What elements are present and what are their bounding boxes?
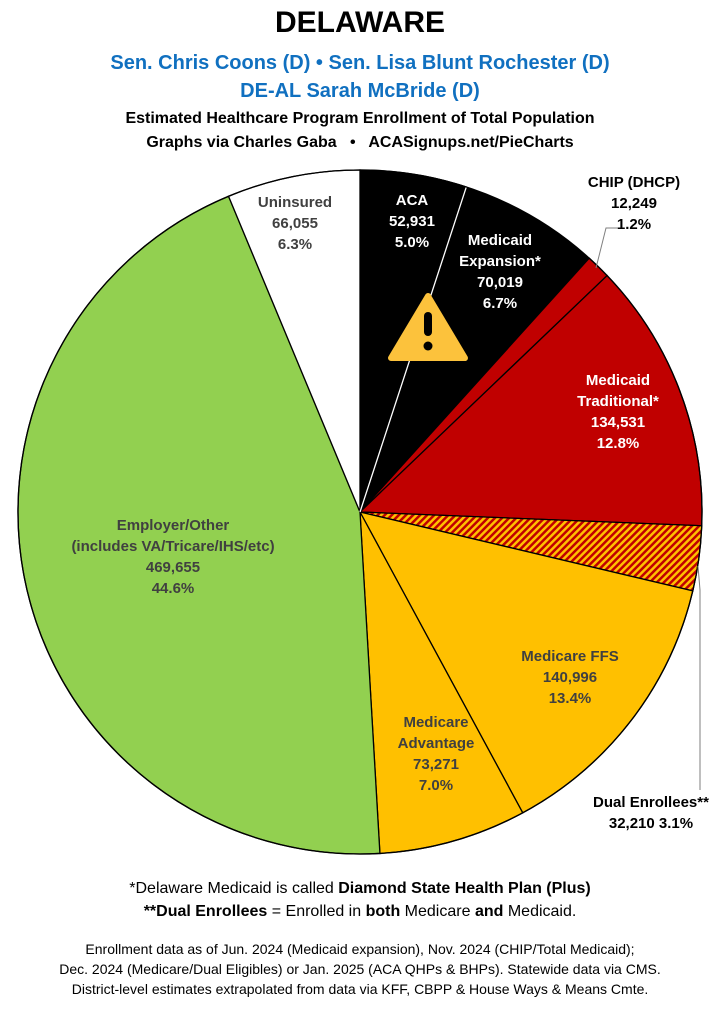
label-chip: CHIP (DHCP) 12,249 1.2% [587, 174, 681, 233]
warning-icon [388, 293, 468, 361]
senators: Sen. Chris Coons (D) • Sen. Lisa Blunt R… [110, 52, 610, 74]
label-employer-other: Employer/Other (includes VA/Tricare/IHS/e… [71, 517, 275, 597]
page-title: DELAWARE [274, 6, 445, 39]
leader-line-dual [697, 565, 701, 790]
label-medicaid-expansion: Medicaid Expansion* 70,019 6.7% [459, 232, 541, 312]
label-medicare-advantage: Medicare Advantage 73,271 7.0% [397, 714, 475, 794]
label-dual-enrollees: Dual Enrollees** 32,210 3.1% [593, 794, 709, 832]
representative: DE-AL Sarah McBride (D) [240, 80, 480, 102]
chart-subtitle: Estimated Healthcare Program Enrollment … [125, 110, 595, 127]
credit: Graphs via Charles Gaba • ACASignups.net… [146, 134, 574, 151]
pie-slice-medicaid-expansion [360, 186, 590, 513]
label-medicaid-traditional: Medicaid Traditional* 134,531 12.8% [577, 372, 659, 452]
label-uninsured: Uninsured 66,055 6.3% [257, 194, 333, 253]
footnote-medicaid-name: *Delaware Medicaid is called Diamond Sta… [129, 880, 591, 897]
pie-outline [17, 169, 703, 855]
label-medicare-ffs: Medicare FFS 140,996 13.4% [521, 648, 619, 707]
source-line-2: Dec. 2024 (Medicare/Dual Eligibles) or J… [59, 961, 661, 977]
footnote-dual-enrollees: **Dual Enrollees = Enrolled in both Medi… [143, 903, 577, 920]
source-line-3: District-level estimates extrapolated fr… [71, 981, 649, 997]
leader-line-chip [595, 227, 618, 269]
label-aca: ACA 52,931 5.0% [389, 192, 435, 251]
source-line-1: Enrollment data as of Jun. 2024 (Medicai… [85, 941, 635, 957]
